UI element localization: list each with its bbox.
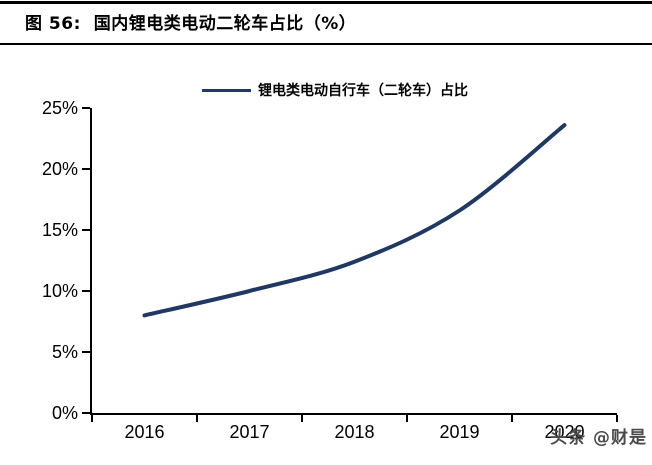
- y-axis-tick: [82, 107, 90, 109]
- y-axis-label: 5%: [51, 342, 78, 362]
- x-axis-label: 2018: [334, 422, 375, 442]
- y-axis-label: 20%: [41, 159, 78, 179]
- x-axis-tick: [91, 415, 93, 422]
- legend-label: 锂电类电动自行车（二轮车）占比: [258, 83, 468, 99]
- x-axis-tick: [511, 415, 513, 422]
- x-axis-label: 2020: [544, 422, 585, 442]
- chart-legend: 锂电类电动自行车（二轮车）占比: [0, 79, 652, 101]
- watermark: 头条 @财是: [550, 428, 647, 448]
- x-axis-tick: [616, 415, 618, 422]
- line-series: [142, 123, 567, 318]
- x-axis-label: 2019: [439, 422, 480, 442]
- title-divider: [0, 43, 652, 45]
- top-rule: [0, 1, 652, 4]
- y-axis-tick: [82, 351, 90, 353]
- figure-title: 图 56: 国内锂电类电动二轮车占比（%）: [25, 14, 357, 34]
- y-axis-tick: [82, 412, 90, 414]
- series-path: [142, 123, 567, 318]
- x-axis-label: 2017: [229, 422, 270, 442]
- legend-line-sample: [202, 88, 251, 92]
- y-axis-label: 0%: [51, 403, 78, 423]
- y-axis-label: 25%: [41, 98, 78, 118]
- x-axis-tick: [301, 415, 303, 422]
- plot-area: 0% 5% 10% 15% 20% 25% 2016 2017 2018 2019 2020: [42, 98, 618, 442]
- x-axis-tick: [406, 415, 408, 422]
- y-axis-label: 15%: [41, 220, 78, 240]
- x-axis-tick: [196, 415, 198, 422]
- x-axis-label: 2016: [124, 422, 165, 442]
- y-axis-tick: [82, 168, 90, 170]
- y-axis-tick: [82, 229, 90, 231]
- y-axis-label: 10%: [41, 281, 78, 301]
- y-axis-tick: [82, 290, 90, 292]
